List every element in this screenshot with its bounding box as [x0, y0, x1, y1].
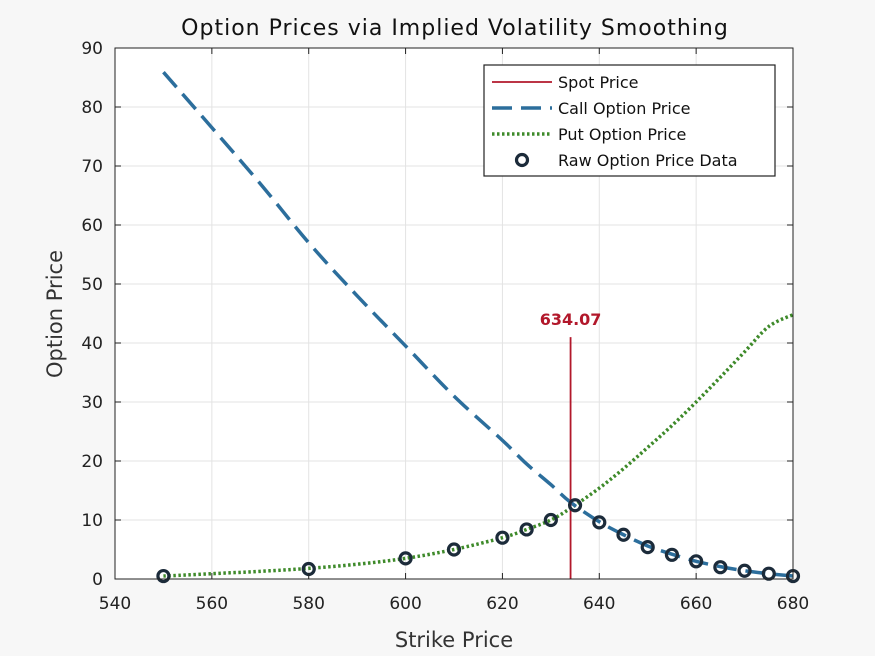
- x-tick-label: 640: [583, 594, 615, 614]
- x-tick-label: 680: [777, 594, 809, 614]
- legend: Spot Price Call Option Price Put Option Pr…: [483, 64, 776, 177]
- legend-label: Spot Price: [558, 73, 639, 92]
- x-tick-label: 540: [99, 594, 131, 614]
- legend-label: Raw Option Price Data: [558, 151, 738, 170]
- y-tick-label: 0: [92, 570, 103, 590]
- spot-price-annotation: 634.07: [540, 310, 602, 329]
- raw-data-point: [640, 540, 655, 555]
- call-option-price-line: [162, 71, 794, 578]
- plot-frame: [114, 47, 794, 580]
- y-tick-label: 70: [81, 157, 103, 177]
- raw-data-point: [156, 568, 171, 584]
- x-axis-label: Strike Price: [395, 628, 513, 652]
- y-tick-label: 60: [81, 216, 103, 236]
- x-tick-label: 580: [292, 594, 324, 614]
- y-tick-label: 80: [81, 98, 103, 118]
- y-tick-label: 30: [81, 393, 103, 413]
- legend-label: Put Option Price: [558, 125, 686, 144]
- raw-data-point: [398, 551, 413, 566]
- raw-data-point: [495, 530, 510, 545]
- legend-key-raw-data: [514, 152, 530, 168]
- y-axis-label: Option Price: [43, 250, 67, 378]
- raw-data-point: [616, 527, 631, 542]
- y-tick-label: 10: [81, 511, 103, 531]
- raw-data-point: [567, 498, 583, 513]
- x-tick-label: 660: [680, 594, 712, 614]
- legend-box: [483, 64, 776, 177]
- series-layer: 634.07: [156, 71, 801, 584]
- x-tick-label: 600: [389, 594, 421, 614]
- y-tick-label: 40: [81, 334, 103, 354]
- raw-data-point: [519, 522, 534, 537]
- raw-data-point: [543, 512, 558, 528]
- y-tick-label: 50: [81, 275, 103, 295]
- raw-data-point: [592, 515, 607, 530]
- raw-data-point: [446, 542, 462, 557]
- raw-data-point: [737, 563, 752, 578]
- x-tick-label: 620: [486, 594, 518, 614]
- x-tick-label: 560: [196, 594, 228, 614]
- y-tick-label: 20: [81, 452, 103, 472]
- axis-ticks: 540 560 580 600 620 640 660 680 0 10 20 30 40 50 60 70 8…: [81, 39, 809, 614]
- y-tick-label: 90: [81, 39, 103, 59]
- raw-data-point: [713, 560, 728, 575]
- legend-label: Call Option Price: [558, 99, 690, 118]
- chart-title: Option Prices via Implied Volatility Smo…: [181, 16, 729, 41]
- raw-data-point: [689, 554, 704, 569]
- raw-data-point: [664, 547, 680, 562]
